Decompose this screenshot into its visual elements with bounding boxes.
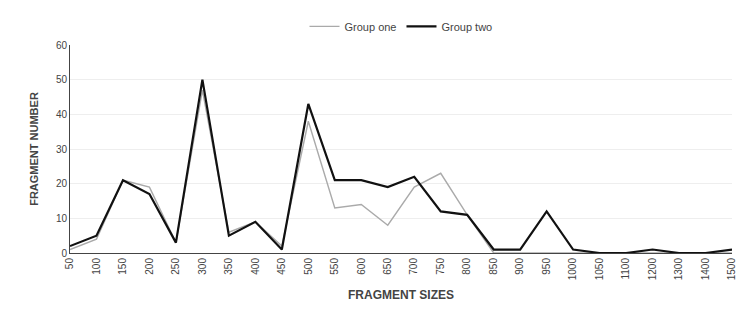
svg-text:1400: 1400 [700,258,711,281]
svg-text:650: 650 [382,258,393,275]
svg-text:FRAGMENT SIZES: FRAGMENT SIZES [348,288,454,302]
svg-text:550: 550 [329,258,340,275]
svg-text:500: 500 [303,258,314,275]
svg-text:1000: 1000 [567,258,578,281]
svg-text:FRAGMENT NUMBER: FRAGMENT NUMBER [28,92,40,206]
svg-text:250: 250 [170,258,181,275]
svg-text:50: 50 [56,74,68,85]
svg-text:Group one: Group one [345,21,397,33]
svg-text:800: 800 [461,258,472,275]
svg-text:60: 60 [56,40,68,51]
svg-text:10: 10 [56,213,68,224]
svg-text:850: 850 [488,258,499,275]
svg-text:900: 900 [514,258,525,275]
svg-text:100: 100 [91,258,102,275]
svg-text:50: 50 [64,258,75,270]
svg-text:40: 40 [56,109,68,120]
svg-text:20: 20 [56,178,68,189]
svg-text:1100: 1100 [620,258,631,280]
svg-text:Group two: Group two [441,21,492,33]
svg-text:350: 350 [223,258,234,275]
svg-text:150: 150 [117,258,128,275]
svg-text:700: 700 [408,258,419,275]
svg-text:1200: 1200 [647,258,658,281]
svg-text:600: 600 [356,258,367,275]
svg-text:950: 950 [541,258,552,275]
svg-text:1050: 1050 [594,258,605,281]
svg-text:200: 200 [144,258,155,275]
svg-text:450: 450 [276,258,287,275]
svg-text:300: 300 [197,258,208,275]
svg-text:0: 0 [61,248,67,259]
svg-text:750: 750 [435,258,446,275]
svg-text:1500: 1500 [726,258,737,281]
svg-text:30: 30 [56,144,68,155]
svg-text:1300: 1300 [673,258,684,281]
svg-text:400: 400 [250,258,261,275]
